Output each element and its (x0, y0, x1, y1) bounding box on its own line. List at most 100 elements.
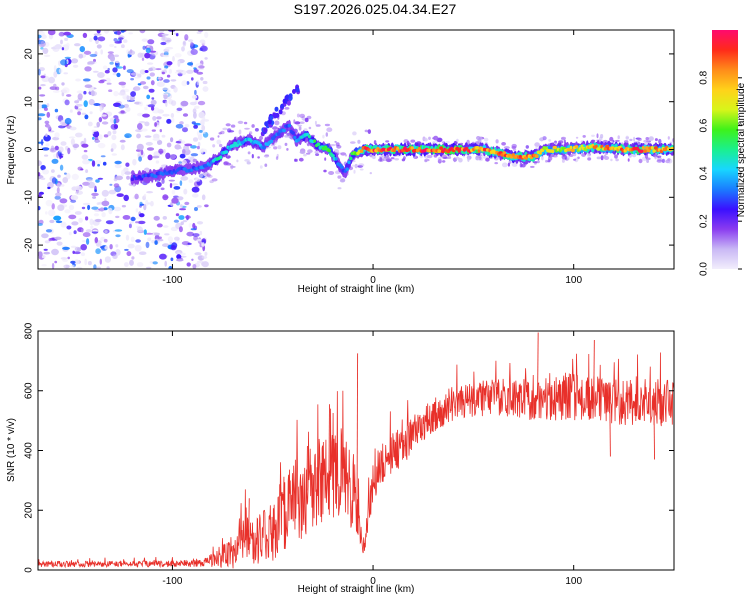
noise-speckle (147, 39, 155, 45)
ridge-cell (345, 167, 349, 171)
halo-speckle (251, 154, 254, 159)
noise-speckle (166, 118, 172, 124)
ridge-cell (654, 146, 658, 150)
ridge-cell (208, 163, 212, 167)
noise-speckle (162, 149, 166, 154)
noise-speckle (38, 68, 41, 76)
halo-speckle (625, 136, 629, 139)
noise-speckle (94, 139, 101, 143)
noise-speckle (38, 206, 41, 211)
noise-speckle (105, 220, 114, 225)
noise-speckle (191, 95, 198, 99)
colorbar-gradient (712, 30, 738, 269)
noise-speckle (73, 251, 81, 255)
halo-speckle (437, 156, 442, 162)
noise-speckle (161, 134, 166, 138)
halo-speckle (226, 162, 232, 166)
noise-speckle (115, 234, 121, 238)
noise-speckle (190, 145, 197, 149)
halo-speckle (384, 156, 390, 159)
halo-speckle (259, 165, 263, 169)
ridge-cell (523, 156, 528, 160)
noise-speckle (38, 86, 42, 90)
noise-speckle (113, 183, 120, 188)
halo-speckle (284, 135, 289, 138)
halo-speckle (354, 163, 358, 169)
halo-speckle (357, 139, 361, 144)
y-tick-label: 800 (24, 322, 35, 339)
noise-speckle (76, 266, 83, 269)
noise-speckle (101, 114, 107, 117)
noise-speckle (75, 132, 83, 138)
noise-speckle (192, 158, 198, 163)
noise-speckle (45, 229, 53, 233)
halo-speckle (230, 124, 236, 128)
noise-speckle (152, 155, 160, 159)
noise-speckle (151, 106, 155, 111)
snr-xlabel: Height of straight line (km) (298, 584, 415, 595)
halo-speckle (511, 146, 517, 149)
noise-speckle (48, 238, 53, 242)
noise-speckle (97, 163, 100, 167)
noise-speckle (82, 232, 91, 238)
noise-speckle (103, 134, 109, 138)
halo-speckle (599, 136, 603, 141)
noise-speckle (170, 257, 174, 262)
noise-speckle (175, 124, 184, 129)
noise-speckle (40, 139, 44, 146)
noise-speckle (163, 225, 169, 228)
halo-speckle (654, 138, 658, 142)
noise-speckle (83, 137, 87, 144)
halo-speckle (219, 143, 223, 148)
noise-speckle (100, 155, 106, 158)
halo-speckle (220, 130, 225, 135)
noise-speckle (41, 264, 47, 267)
halo-speckle (259, 135, 263, 141)
streak-cell (295, 87, 300, 93)
noise-speckle (157, 77, 162, 80)
noise-speckle (147, 154, 153, 161)
noise-speckle (173, 219, 179, 223)
noise-speckle (97, 142, 106, 149)
ridge-cell (641, 145, 645, 150)
noise-speckle (131, 256, 135, 260)
noise-speckle (190, 49, 198, 55)
noise-speckle (40, 104, 48, 109)
noise-speckle (192, 233, 200, 237)
noise-speckle (146, 94, 151, 100)
halo-speckle (323, 169, 327, 173)
noise-speckle (110, 148, 114, 152)
noise-speckle (174, 236, 180, 241)
noise-speckle (74, 211, 82, 215)
ridge-cell (574, 145, 579, 149)
noise-speckle (45, 199, 53, 207)
ridge-cell (410, 146, 415, 150)
ridge-cell (347, 160, 351, 165)
streak-cell (272, 112, 277, 118)
noise-speckle (192, 222, 196, 229)
halo-speckle (521, 163, 526, 168)
noise-speckle (126, 175, 130, 180)
halo-speckle (575, 136, 579, 139)
halo-speckle (257, 156, 260, 159)
noise-speckle (114, 54, 119, 58)
y-tick-label: 10 (24, 96, 35, 108)
noise-speckle (194, 207, 198, 211)
halo-speckle (293, 119, 296, 124)
colorbar-label: Normalized spectral amplitude (736, 82, 747, 217)
x-tick-label: -100 (162, 576, 182, 587)
noise-speckle (180, 176, 189, 181)
halo-speckle (574, 157, 579, 163)
halo-speckle (509, 161, 513, 164)
halo-speckle (428, 136, 431, 140)
halo-speckle (344, 154, 348, 157)
noise-speckles (38, 30, 210, 269)
noise-speckle (164, 65, 169, 69)
halo-speckle (657, 155, 662, 158)
noise-speckle (143, 203, 147, 211)
noise-speckle (114, 45, 117, 49)
noise-speckle (188, 179, 194, 184)
noise-speckle (45, 211, 48, 215)
halo-speckle (600, 155, 604, 161)
